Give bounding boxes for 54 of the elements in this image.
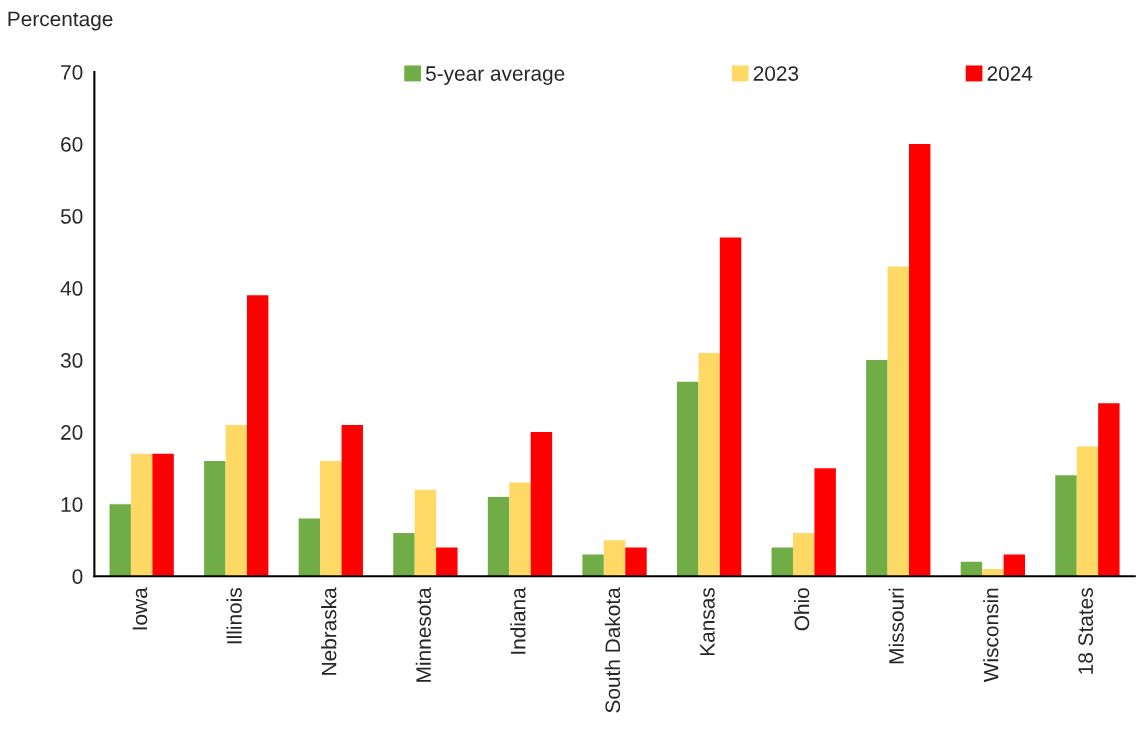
bar — [909, 143, 931, 577]
bar — [771, 547, 793, 577]
bar — [393, 532, 415, 577]
y-tick-label: 40 — [60, 281, 83, 296]
bar — [698, 352, 720, 577]
bar — [152, 453, 174, 577]
bar — [814, 468, 836, 577]
y-tick-label: 10 — [61, 497, 83, 512]
y-tick-label: 0 — [72, 569, 83, 584]
bar — [582, 554, 604, 577]
bar — [719, 237, 742, 577]
bar — [887, 266, 909, 577]
bar — [530, 432, 553, 577]
bar — [866, 360, 888, 577]
bar — [1055, 475, 1077, 577]
x-tick-label: Missouri — [888, 588, 904, 664]
bar — [225, 424, 247, 577]
bar — [204, 460, 226, 577]
bar — [436, 547, 458, 577]
x-tick-label: Minnesota — [415, 587, 431, 682]
x-tick-label: 18 States — [1078, 588, 1094, 674]
y-axis-title: Percentage — [8, 11, 113, 31]
x-tick-label: Wisconsin — [983, 588, 999, 683]
x-tick-label: Illinois — [226, 588, 242, 644]
y-tick-label: 60 — [61, 136, 83, 152]
y-tick-label: 70 — [61, 64, 83, 80]
bar — [603, 540, 626, 577]
x-tick-label: Indiana — [510, 587, 526, 654]
legend-label: 2024 — [987, 66, 1033, 81]
x-tick-label: Iowa — [132, 587, 148, 630]
bar — [130, 453, 153, 577]
bar — [509, 482, 531, 577]
x-tick-label: Ohio — [793, 588, 810, 631]
bar — [109, 504, 131, 577]
bar — [1076, 446, 1099, 577]
y-tick-label: 50 — [60, 209, 83, 224]
legend-label: 5-year average — [425, 66, 565, 85]
bar — [414, 489, 437, 577]
bar — [1003, 554, 1026, 577]
x-tick-label: Kansas — [700, 588, 715, 656]
legend-label: 2023 — [753, 66, 799, 81]
bar — [676, 381, 699, 577]
y-tick-label: 30 — [60, 353, 83, 368]
bar — [320, 460, 342, 577]
bar — [341, 424, 363, 577]
x-tick-label: Nebraska — [321, 587, 337, 675]
x-tick-label: South Dakota — [604, 587, 621, 713]
bar — [792, 532, 815, 577]
bar — [246, 295, 269, 577]
bar — [625, 547, 647, 577]
bar — [298, 518, 321, 577]
bar — [1098, 403, 1120, 577]
bar — [487, 496, 510, 577]
y-tick-label: 20 — [61, 425, 83, 440]
